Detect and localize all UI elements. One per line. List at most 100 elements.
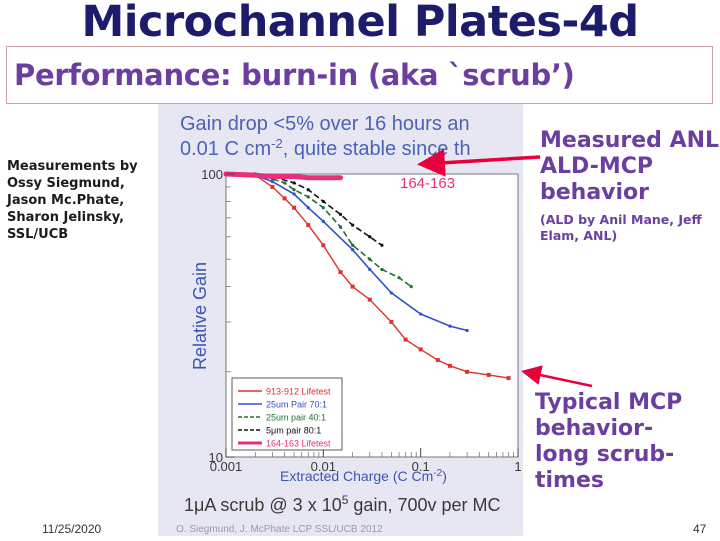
chart-header-text: 0.01 C cm (180, 138, 271, 160)
grid-lines (226, 186, 514, 457)
legend-label: 164-163 Lifetest (266, 439, 331, 449)
series-layer (223, 171, 511, 381)
footer-date: 11/25/2020 (42, 522, 102, 536)
chart-credit-line: O. Siegmund, J. McPhate LCP SSL/UCB 2012 (176, 524, 383, 535)
series-line (255, 173, 412, 288)
x-axis-label-text: Extracted Charge (C Cm (280, 468, 433, 484)
series-line (225, 173, 509, 379)
data-point (321, 199, 325, 204)
data-point (270, 184, 275, 189)
data-point (409, 285, 413, 289)
subtitle-box (6, 46, 713, 104)
series-5 (223, 171, 343, 181)
legend-box (231, 377, 343, 451)
data-point (435, 358, 440, 363)
data-point (270, 180, 275, 184)
typical-annotation-line: times (535, 468, 604, 493)
data-point (486, 372, 491, 377)
typical-annotation-line: behavior- (535, 416, 654, 441)
typical-annotation-line: Typical MCP (535, 390, 683, 415)
gain-chart: Gain drop <5% over 16 hours an 0.01 C cm… (158, 104, 523, 536)
inline-series-label: 164-163 (400, 175, 455, 192)
x-axis-label-end: ) (442, 468, 447, 484)
data-point (350, 284, 355, 289)
data-point (338, 270, 343, 275)
data-point (351, 243, 355, 247)
typical-annotation-line: long scrub- (535, 442, 675, 467)
data-point (403, 337, 408, 342)
data-point (368, 235, 372, 239)
anl-annotation-detail: (ALD by Anil Mane, Jeff Elam, ANL) (540, 212, 702, 243)
data-point (338, 225, 343, 229)
data-point (448, 324, 452, 328)
credit-line: Sharon Jelinsky, (7, 210, 125, 225)
y-tick-label: 10 (209, 450, 223, 465)
x-tick-label: 0.1 (412, 459, 430, 474)
chart-header-line1: Gain drop <5% over 16 hours an (180, 113, 470, 135)
anl-annotation-line: ALD-MCP (540, 154, 654, 179)
x-tick-label: 0.001 (210, 459, 243, 474)
legend-label: 25um Pair 70:1 (266, 400, 327, 410)
data-point (292, 188, 296, 192)
data-point (292, 192, 296, 196)
data-point (389, 291, 393, 295)
chart-footnote-end: gain, 700v per MC (348, 495, 500, 515)
legend-label: 913-912 Lifetest (266, 387, 331, 397)
data-point (321, 176, 325, 180)
data-point (367, 297, 372, 302)
credit-line: Jason Mc.Phate, (7, 193, 125, 208)
data-point (368, 267, 372, 272)
data-point (282, 196, 287, 201)
data-point (447, 363, 452, 368)
legend-label: 5μm pair 80:1 (266, 426, 321, 436)
page-number: 47 (693, 522, 707, 536)
tick-labels: 0.001 0.01 0.1 1 100 10 (201, 167, 521, 474)
credit-line: SSL/UCB (7, 227, 69, 242)
data-point (306, 206, 310, 210)
anl-annotation: Measured ANL ALD-MCP behavior (ALD by An… (540, 128, 720, 244)
chart-footnote: 1μA scrub @ 3 x 105 gain, 700v per MC (184, 493, 501, 515)
data-point (270, 174, 275, 179)
data-point (306, 223, 311, 228)
chart-header-superscript: -2 (271, 136, 283, 151)
y-axis-label: Relative Gain (190, 262, 210, 370)
credit-line: Ossy Siegmund, (7, 176, 125, 191)
arrow-to-typical-curve (521, 365, 593, 388)
anl-annotation-line: Measured ANL (540, 128, 720, 153)
chart-footnote-text: 1μA scrub @ 3 x 10 (184, 495, 342, 515)
data-point (283, 181, 287, 185)
data-point (338, 176, 343, 180)
x-axis-label-superscript: -2 (433, 468, 442, 479)
data-point (292, 181, 296, 185)
anl-annotation-line: behavior (540, 180, 650, 205)
data-point (351, 248, 355, 252)
data-point (351, 223, 355, 227)
data-point (292, 174, 296, 179)
slide-subtitle: Performance: burn-in (aka `scrub’) (14, 58, 575, 92)
data-point (321, 206, 325, 210)
data-point (338, 212, 343, 216)
data-point (506, 376, 511, 381)
data-point (419, 312, 423, 316)
x-axis-label: Extracted Charge (C Cm-2) (280, 468, 447, 484)
data-point (465, 328, 469, 333)
data-point (418, 347, 423, 352)
data-point (306, 195, 310, 199)
legend: 913-912 Lifetest 25um Pair 70:1 25um pair … (231, 377, 343, 451)
data-point (253, 173, 257, 177)
data-point (465, 369, 470, 374)
data-point (321, 243, 326, 248)
data-point (389, 319, 394, 324)
data-point (397, 276, 401, 280)
data-point (380, 243, 384, 247)
chart-header-text-end: , quite stable since th (283, 138, 471, 160)
series-line (225, 173, 468, 332)
x-tick-label: 1 (514, 459, 521, 474)
chart-header-line2: 0.01 C cm-2, quite stable since th (180, 136, 471, 160)
data-point (321, 219, 325, 223)
series-1 (224, 172, 511, 381)
gain-chart-svg: Gain drop <5% over 16 hours an 0.01 C cm… (158, 104, 523, 536)
y-tick-label: 100 (201, 167, 223, 182)
credit-line: Measurements by (7, 159, 138, 174)
data-point (380, 267, 384, 272)
